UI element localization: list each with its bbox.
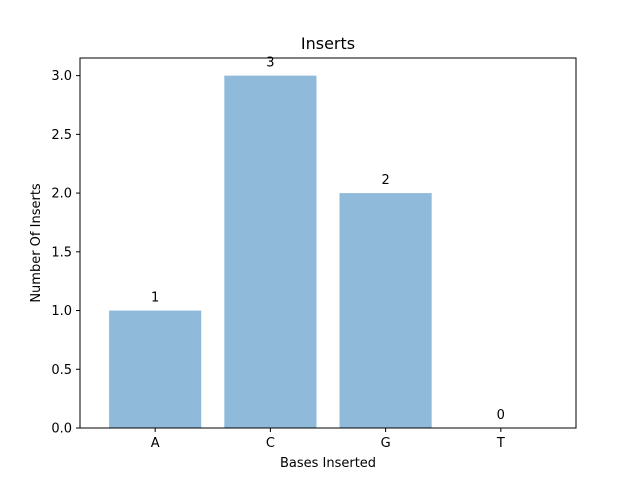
x-tick-label-G: G bbox=[381, 436, 391, 451]
bars-group bbox=[109, 75, 432, 429]
bar-C bbox=[224, 75, 317, 429]
y-tick-label-1.5: 1.5 bbox=[51, 245, 72, 260]
chart-title: Inserts bbox=[301, 34, 355, 53]
y-tick-label-0.5: 0.5 bbox=[51, 363, 72, 378]
data-label-G: 2 bbox=[381, 173, 389, 188]
plot-area-frame bbox=[79, 57, 577, 429]
y-tick-label-3.0: 3.0 bbox=[51, 69, 72, 84]
x-axis-label: Bases Inserted bbox=[280, 456, 376, 471]
y-tick-label-2.5: 2.5 bbox=[51, 128, 72, 143]
bar-G bbox=[339, 193, 432, 428]
y-tick-label-1.0: 1.0 bbox=[51, 304, 72, 319]
x-tick-label-C: C bbox=[266, 436, 275, 451]
bar-A bbox=[109, 310, 202, 428]
x-tick-label-A: A bbox=[151, 436, 160, 451]
y-tick-label-0.0: 0.0 bbox=[51, 422, 72, 437]
y-axis: 0.0 0.5 1.0 1.5 2.0 2.5 3.0 bbox=[51, 69, 80, 437]
y-tick-label-2.0: 2.0 bbox=[51, 187, 72, 202]
x-tick-label-T: T bbox=[496, 436, 505, 451]
data-label-T: 0 bbox=[497, 408, 505, 423]
data-labels-group: 1 3 2 0 bbox=[151, 56, 505, 423]
data-label-A: 1 bbox=[151, 291, 159, 306]
data-label-C: 3 bbox=[266, 56, 274, 71]
y-axis-label: Number Of Inserts bbox=[29, 183, 44, 303]
